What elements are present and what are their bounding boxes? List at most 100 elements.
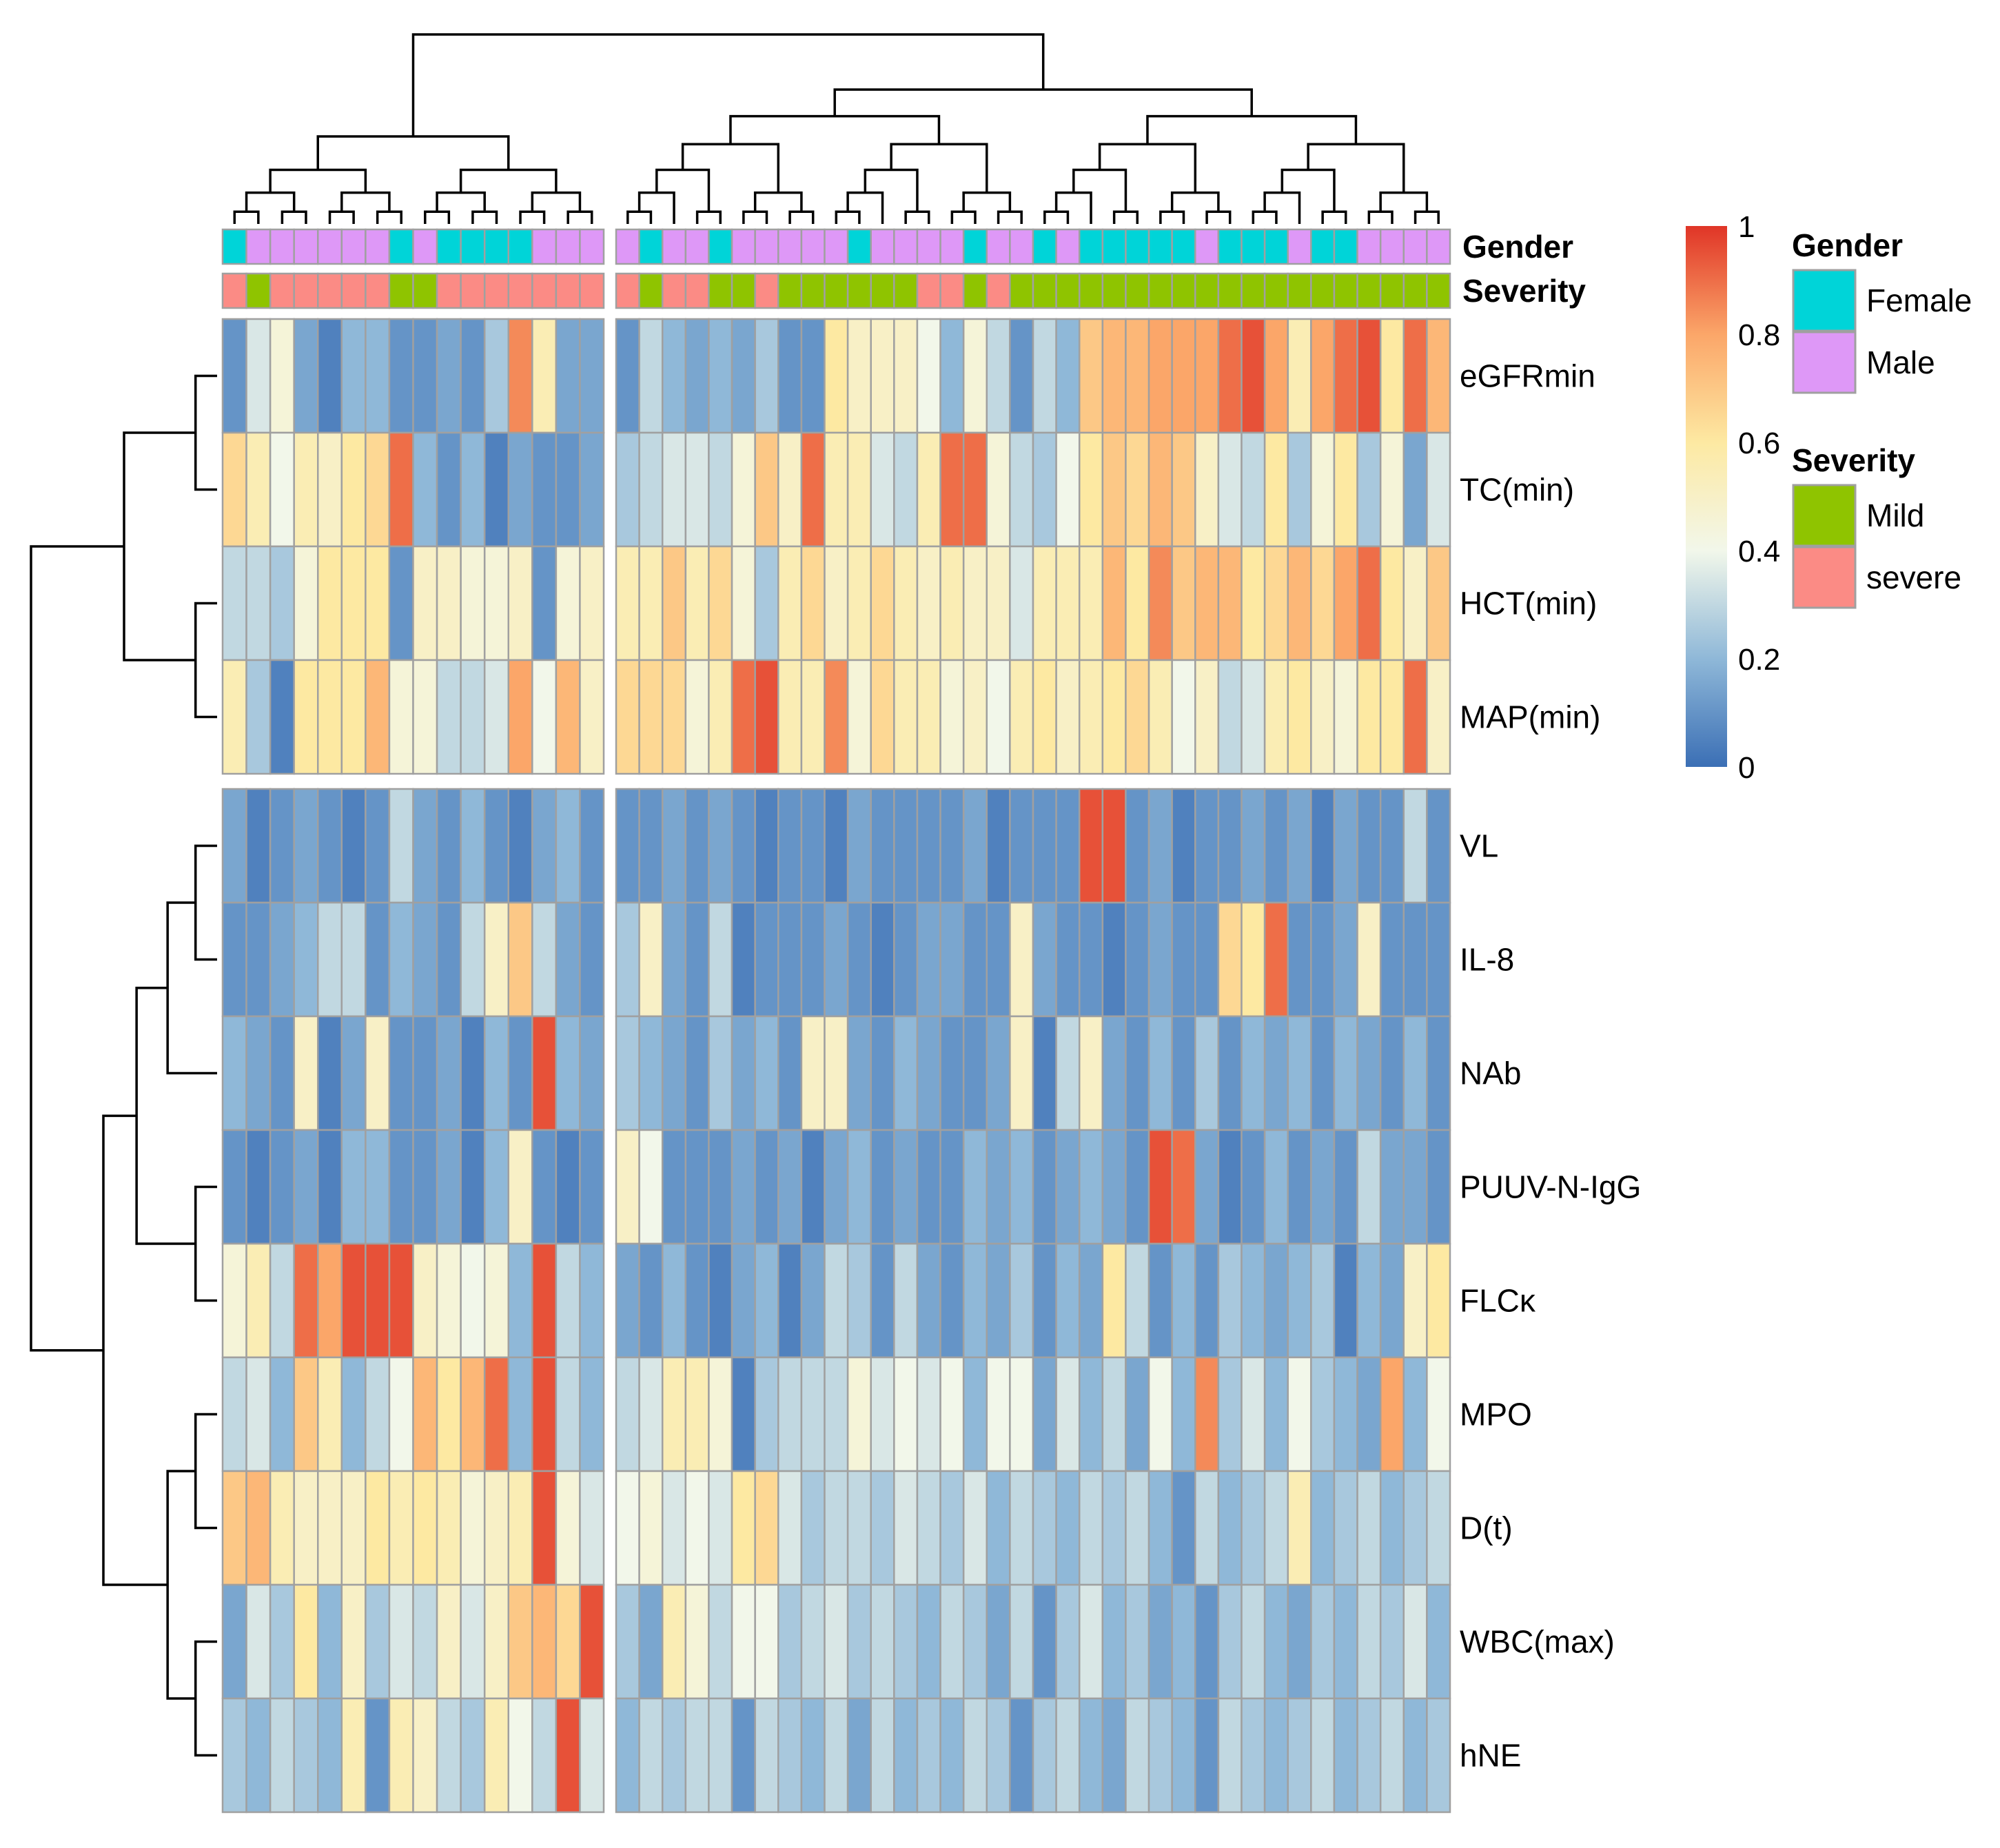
heatmap-cell	[1310, 659, 1336, 775]
heatmap-cell	[846, 659, 872, 775]
heatmap-cell	[939, 545, 965, 661]
dendrogram-branch	[1379, 191, 1429, 212]
heatmap-cell	[684, 1356, 710, 1472]
heatmap-cell	[1402, 1242, 1428, 1359]
heatmap-cell	[708, 1129, 733, 1245]
heatmap-cell	[1402, 659, 1428, 775]
heatmap-cell	[555, 659, 581, 775]
annotation-cell-gender	[1241, 228, 1266, 265]
heatmap-cell	[893, 545, 919, 661]
dendrogram-branch	[637, 191, 675, 224]
heatmap-cell	[1171, 545, 1196, 661]
heatmap-cell	[1125, 1470, 1150, 1586]
annotation-cell-gender	[731, 228, 756, 265]
heatmap-cell	[269, 1242, 295, 1359]
heatmap-cell	[1356, 1015, 1382, 1131]
heatmap-cell	[555, 1015, 581, 1131]
heatmap-cell	[1310, 788, 1336, 904]
dendrogram-branch	[411, 33, 1045, 136]
dendrogram-branch	[833, 88, 1253, 116]
heatmap-cell	[1171, 1129, 1196, 1245]
heatmap-cell	[708, 1356, 733, 1472]
dendrogram-branch	[194, 602, 217, 719]
heatmap-cell	[754, 431, 779, 548]
heatmap-cell	[483, 318, 509, 434]
heatmap-cell	[939, 659, 965, 775]
heatmap-cell	[777, 659, 803, 775]
heatmap-cell	[800, 1015, 826, 1131]
annotation-cell-severity	[1055, 272, 1081, 309]
heatmap-cell	[507, 318, 533, 434]
heatmap-cell	[962, 1697, 988, 1814]
heatmap-cell	[1194, 1129, 1220, 1245]
heatmap-cell	[555, 1242, 581, 1359]
heatmap-cell	[1356, 659, 1382, 775]
heatmap-cell	[939, 1129, 965, 1245]
heatmap-cell	[870, 431, 895, 548]
heatmap-cell	[293, 1129, 319, 1245]
heatmap-cell	[708, 545, 733, 661]
heatmap-cell	[870, 1242, 895, 1359]
heatmap-cell	[777, 901, 803, 1018]
dendrogram-branch	[864, 168, 919, 212]
heatmap-cell	[1009, 788, 1034, 904]
heatmap-cell	[986, 1356, 1011, 1472]
heatmap-cell	[800, 545, 826, 661]
heatmap-cell	[1217, 545, 1243, 661]
heatmap-cell	[531, 1470, 558, 1586]
heatmap-cell	[1241, 431, 1266, 548]
heatmap-cell	[824, 1697, 849, 1814]
heatmap-cell	[1287, 1129, 1312, 1245]
heatmap-cell	[1241, 1697, 1266, 1814]
heatmap-cell	[531, 1015, 558, 1131]
heatmap-cell	[555, 318, 581, 434]
heatmap-cell	[317, 1583, 343, 1700]
annotation-cell-severity	[317, 272, 343, 309]
heatmap-cell	[777, 1697, 803, 1814]
heatmap-cell	[388, 1470, 414, 1586]
heatmap-cell	[1009, 1697, 1034, 1814]
heatmap-cell	[777, 431, 803, 548]
heatmap-cell	[1055, 1697, 1081, 1814]
heatmap-cell	[1078, 1470, 1104, 1586]
heatmap-cell	[962, 431, 988, 548]
legend-swatch	[1792, 331, 1857, 394]
heatmap-cell	[1194, 788, 1220, 904]
row-label: FLCκ	[1460, 1283, 1536, 1319]
heatmap-cell	[1310, 545, 1336, 661]
annotation-cell-gender	[531, 228, 558, 265]
heatmap-cell	[1101, 788, 1127, 904]
annotation-cell-severity	[269, 272, 295, 309]
heatmap-cell	[531, 318, 558, 434]
heatmap-cell	[388, 1015, 414, 1131]
heatmap-cell	[1356, 545, 1382, 661]
heatmap-cell	[916, 901, 941, 1018]
row-label: TC(min)	[1460, 472, 1574, 508]
heatmap-cell	[1356, 1129, 1382, 1245]
heatmap-cell	[1078, 1242, 1104, 1359]
heatmap-cell	[245, 901, 272, 1018]
annotation-cell-severity	[754, 272, 779, 309]
heatmap-cell	[1194, 1242, 1220, 1359]
row-labels: eGFRmin TC(min) HCT(min) MAP(min) VL IL-8 NAb P…	[1460, 358, 1641, 1774]
dendrogram-branch	[424, 210, 451, 224]
heatmap-cell	[436, 1242, 462, 1359]
heatmap-cell	[388, 1697, 414, 1814]
heatmap-cell	[1194, 1583, 1220, 1700]
annotation-cell-gender	[939, 228, 965, 265]
heatmap-cell	[615, 1129, 640, 1245]
heatmap-cell	[317, 1015, 343, 1131]
heatmap-cell	[615, 1470, 640, 1586]
heatmap-cell	[221, 1470, 247, 1586]
heatmap-cell	[1055, 901, 1081, 1018]
heatmap-cell	[269, 431, 295, 548]
heatmap-cell	[1241, 901, 1266, 1018]
heatmap-cell	[436, 1470, 462, 1586]
annotation-cell-severity	[555, 272, 581, 309]
annotation-cell-gender	[412, 228, 438, 265]
annotation-cell-severity	[221, 272, 247, 309]
heatmap-cell	[893, 1470, 919, 1586]
heatmap-cell	[1055, 1242, 1081, 1359]
heatmap-cell	[221, 1356, 247, 1472]
heatmap-cell	[916, 318, 941, 434]
